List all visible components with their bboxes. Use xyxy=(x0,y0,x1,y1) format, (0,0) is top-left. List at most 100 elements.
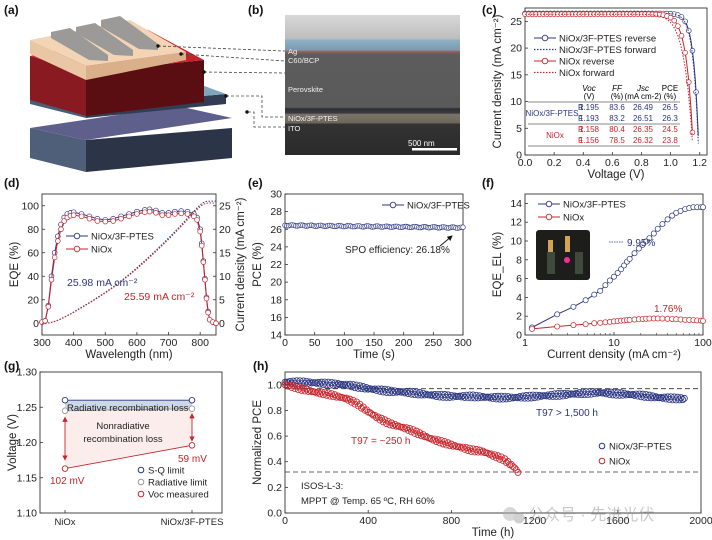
stability-point xyxy=(313,379,321,387)
y-tick-label: 26 xyxy=(270,224,282,236)
eqe-el-point xyxy=(591,320,598,327)
table-cell: 1.195 xyxy=(579,103,600,112)
voltage-series-line xyxy=(64,444,193,470)
eqe-point xyxy=(205,309,211,316)
y-tick-label: 22 xyxy=(270,259,282,271)
annot-g-59mv: 59 mV xyxy=(178,454,207,465)
legend-d: NiOx/3F-PTES NiOx xyxy=(66,231,154,255)
x-axis-label: Wavelength (nm) xyxy=(85,349,172,361)
stability-point xyxy=(324,389,332,397)
integrated-jsc-curve xyxy=(41,200,216,324)
jv-point xyxy=(671,17,677,24)
stability-point xyxy=(334,380,342,387)
stability-point xyxy=(459,443,467,451)
spo-point xyxy=(460,224,466,230)
eqe-point xyxy=(45,304,52,310)
stability-point xyxy=(454,443,462,451)
y-tick-label: 0 xyxy=(33,318,39,330)
x-tick-label: 300 xyxy=(33,337,51,349)
stability-point xyxy=(477,448,485,456)
x-axis-label: Time (s) xyxy=(353,349,395,361)
stability-point xyxy=(346,395,354,403)
stability-point xyxy=(639,390,647,398)
stability-point xyxy=(572,389,580,397)
inset-photo xyxy=(536,230,590,280)
eqe-point xyxy=(202,277,208,283)
eqe-point xyxy=(94,218,101,224)
legend-d-0-marker xyxy=(73,232,81,240)
eqe-el-point xyxy=(554,311,561,318)
legend-e-label: NiOx/3F-PTES xyxy=(407,200,470,211)
y-tick-label: 10 xyxy=(510,96,522,108)
stability-point xyxy=(443,441,450,449)
y-tick-label: 1.15 xyxy=(17,472,38,484)
x-category-label: NiOx/3F-PTES xyxy=(161,517,224,528)
legend-h-0-marker xyxy=(598,442,606,450)
annot-f-red: 1.76% xyxy=(654,304,682,315)
y-tick-label: 30 xyxy=(270,189,282,201)
eqe-el-point xyxy=(582,297,589,304)
stability-point xyxy=(484,393,492,401)
nonradiative-loss-band xyxy=(65,408,192,469)
stability-point xyxy=(461,446,469,453)
stability-point xyxy=(393,388,400,396)
annot-g-102mv: 102 mV xyxy=(50,476,85,487)
eqe-curve xyxy=(41,208,217,324)
stability-point xyxy=(321,388,329,396)
stability-point xyxy=(328,390,335,397)
stability-point xyxy=(401,389,409,397)
ag-electrode-3 xyxy=(101,16,158,50)
eqe-point xyxy=(118,215,124,222)
y-axis-label: EQE_EL (%) xyxy=(492,232,504,298)
stability-point xyxy=(631,392,638,399)
voltage-point xyxy=(61,407,69,415)
stability-point xyxy=(403,387,410,395)
stability-point xyxy=(306,378,314,386)
legend-g-0-label: S-Q limit xyxy=(148,465,185,476)
device-schematic xyxy=(30,16,286,172)
table-cell: 24.5 xyxy=(662,125,678,134)
glass-substrate-top xyxy=(30,106,232,140)
voltage-point xyxy=(61,465,69,472)
eqe-el-point xyxy=(659,221,666,228)
stability-point xyxy=(409,426,417,433)
eqe-el-point xyxy=(611,273,617,280)
scale-bar-label: 500 nm xyxy=(408,139,435,148)
y-tick-label: 5 xyxy=(516,123,522,135)
stability-point xyxy=(657,394,665,401)
jv-point xyxy=(678,14,685,20)
y-tick-label: 6 xyxy=(516,273,522,285)
stability-point xyxy=(414,431,422,439)
eqe-el-point xyxy=(659,315,666,322)
legend-f-0-marker xyxy=(545,200,553,208)
legend-h-1-marker xyxy=(598,457,606,465)
stability-point xyxy=(301,387,309,395)
stability-point xyxy=(418,391,425,399)
jv-point xyxy=(678,33,685,39)
plot-frame xyxy=(284,193,464,336)
jv-point xyxy=(675,23,681,29)
stability-point xyxy=(333,381,340,389)
eqe-el-point xyxy=(650,230,657,237)
panel-label-e: (e) xyxy=(248,176,263,190)
eqe-point xyxy=(48,277,55,283)
stability-point xyxy=(499,457,507,464)
eqe-point xyxy=(172,211,178,217)
legend-h-0-label: NiOx/3F-PTES xyxy=(609,441,672,452)
stability-point xyxy=(408,428,415,436)
y-tick-label: 24 xyxy=(270,241,282,253)
table-scan: F xyxy=(578,114,583,123)
eqe-el-point xyxy=(669,212,676,219)
y-tick-label: 10 xyxy=(510,236,522,248)
eqe-el-point xyxy=(664,216,671,223)
stability-point xyxy=(429,436,437,444)
eqe-point xyxy=(200,259,207,265)
voltage-series-line xyxy=(64,408,193,412)
eqe-point xyxy=(194,217,200,223)
eqe-el-point xyxy=(631,250,638,257)
table-cell: 1.156 xyxy=(579,136,600,145)
stability-point xyxy=(329,381,337,389)
panel-label-c: (c) xyxy=(482,3,497,17)
y-tick-label: 0.0 xyxy=(267,508,282,520)
y-tick-label: 0.8 xyxy=(267,405,282,417)
